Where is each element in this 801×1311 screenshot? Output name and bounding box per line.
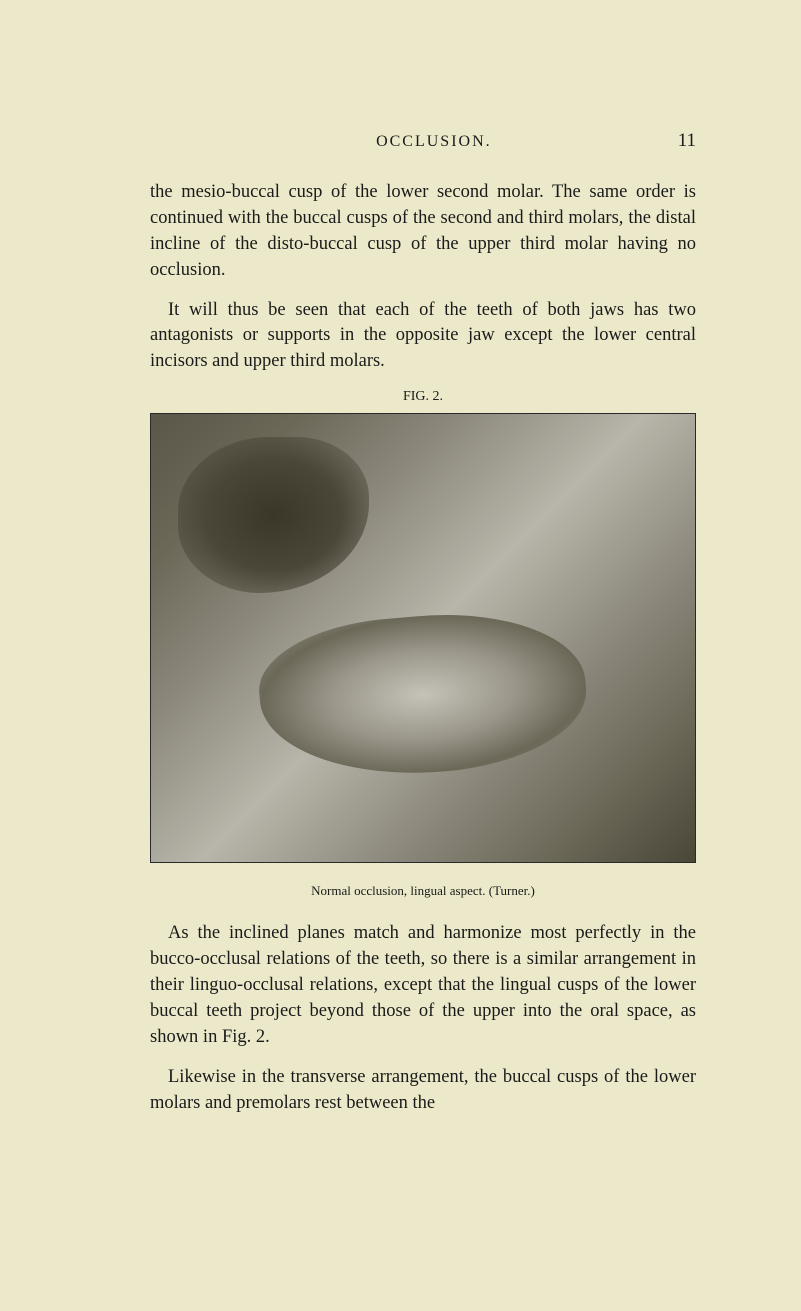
- figure-label: FIG. 2.: [150, 389, 696, 405]
- paragraph-2: It will thus be seen that each of the te…: [150, 298, 696, 376]
- paragraph-1: the mesio-buccal cusp of the lower secon…: [150, 180, 696, 284]
- figure-image: [150, 413, 696, 863]
- paragraph-4: Likewise in the transverse arrangement, …: [150, 1065, 696, 1117]
- page-container: OCCLUSION. 11 the mesio-buccal cusp of t…: [0, 0, 801, 1176]
- header-title: OCCLUSION.: [190, 133, 678, 151]
- page-header: OCCLUSION. 11: [150, 130, 696, 152]
- paragraph-3: As the inclined planes match and harmoni…: [150, 921, 696, 1050]
- figure-caption: Normal occlusion, lingual aspect. (Turne…: [150, 883, 696, 899]
- page-number: 11: [678, 130, 696, 152]
